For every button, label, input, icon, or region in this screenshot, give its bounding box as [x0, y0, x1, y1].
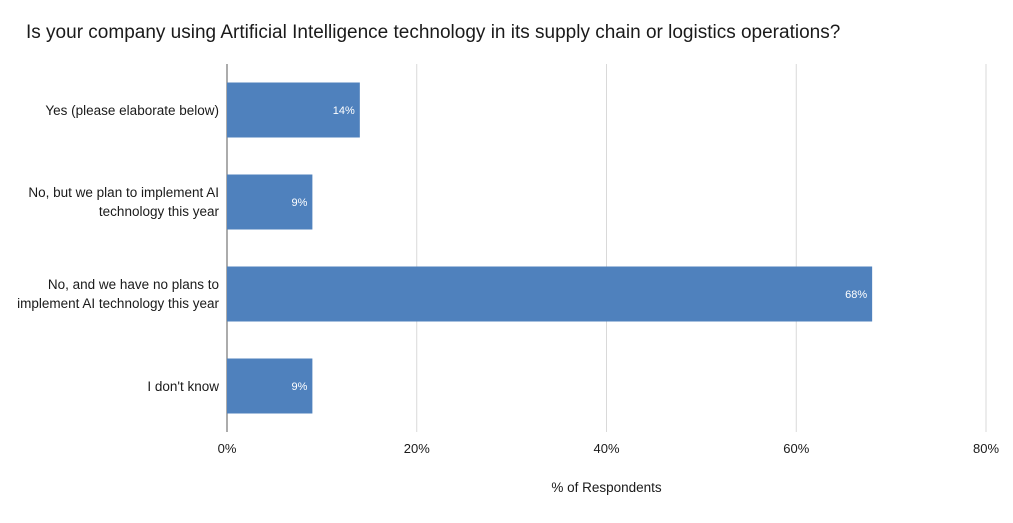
bar: [227, 174, 313, 230]
bar: [227, 358, 313, 414]
chart-title: Is your company using Artificial Intelli…: [26, 22, 841, 43]
category-label: No, and we have no plans to implement AI…: [17, 277, 219, 311]
x-tick-label: 80%: [973, 441, 999, 456]
bar: [227, 82, 360, 138]
x-axis-title: % of Respondents: [551, 480, 662, 495]
x-tick-label: 20%: [404, 441, 430, 456]
category-label: I don't know: [147, 378, 219, 394]
category-label: Yes (please elaborate below): [45, 102, 219, 118]
bar-data-label: 9%: [291, 197, 307, 209]
bar-data-label: 68%: [845, 289, 867, 301]
x-tick-label: 40%: [593, 441, 619, 456]
x-tick-label: 0%: [218, 441, 237, 456]
x-tick-label: 60%: [783, 441, 809, 456]
category-label: No, but we plan to implement AI technolo…: [28, 185, 219, 219]
bar: [227, 266, 873, 322]
bars: 14% 9% 68% 9%: [227, 82, 873, 414]
bar-data-label: 9%: [291, 381, 307, 393]
bar-data-label: 14%: [333, 105, 355, 117]
x-axis-ticks: 0% 20% 40% 60% 80%: [218, 441, 1000, 456]
